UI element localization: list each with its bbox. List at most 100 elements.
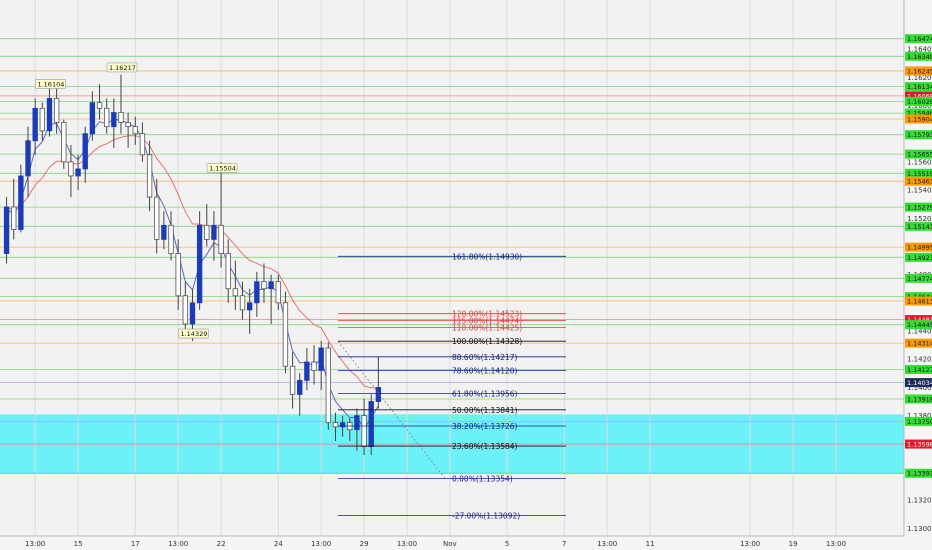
price-callout-box [106,62,138,73]
candle-body-up [268,281,274,290]
price-callout-label: 1.16104 [37,80,64,88]
level-badge: 1.15279 [905,202,932,212]
fib-level-label: -27.00%(1.13092) [452,511,520,520]
price-tick-label: 1.14000 [907,384,932,392]
level-badge-box [905,296,932,306]
level-badge-box [905,130,932,140]
level-badge: 1.16245 [905,66,932,76]
level-badge-label: 1.15463 [907,178,932,186]
level-badge-box [905,365,932,375]
candle [111,98,117,148]
candle-body-down [11,206,17,230]
fib-level-label: 61.80%(1.13956) [452,390,518,399]
candle [297,373,303,416]
candle-body-down [232,288,239,297]
level-badge-label: 1.13759 [907,418,932,426]
candle-body-down [68,161,74,177]
level-badge-label: 1.15946 [907,110,932,118]
candle [132,116,138,145]
level-badge: 1.16349 [905,51,932,61]
level-badge-label: 1.15655 [907,151,932,159]
time-tick-label: 13:00 [397,540,417,548]
candle [239,281,246,320]
fib-level-label: 161.80%(1.14930) [452,252,522,261]
candle-body-up [211,224,217,240]
level-badge-box [905,320,932,330]
candle [204,204,210,247]
level-badge-label: 1.14445 [907,321,932,329]
candle-body-up [196,224,203,304]
level-badge-label: 1.16474 [907,35,932,43]
fib-trend-line [337,340,446,479]
candle-body-down [39,107,45,132]
candle [182,281,189,339]
fib-level-label: 120.00%(1.14523) [452,310,522,319]
time-tick-label: 11 [646,540,655,548]
candle-body-up [32,107,38,142]
level-badge: 1.16068 [905,91,932,101]
time-tick-label: 15 [74,540,83,548]
candle [254,271,260,317]
time-tick-label: 13:00 [740,540,760,548]
time-tick-label: 13:00 [597,540,617,548]
candle [161,211,167,250]
candle-body-down [104,107,110,128]
level-badge-label: 1.14314 [907,340,932,348]
candle [96,84,103,120]
level-badge: 1.16029 [905,96,932,106]
candle-body-down [61,122,67,163]
candle [246,288,253,334]
level-badge: 1.15793 [905,130,932,140]
candle [211,211,217,261]
candle-body-down [311,361,317,371]
fib-level-label: 88.60%(1.14217) [452,353,518,362]
level-badge: 1.13391 [905,468,932,478]
candle-body-up [89,102,96,135]
candle [39,102,45,141]
level-badge: 1.15463 [905,176,932,186]
candle-body-up [46,98,53,132]
level-badge: 1.14774 [905,273,932,283]
level-badge: 1.15904 [905,114,932,124]
candle [268,274,274,324]
candle [11,178,17,240]
level-badge-box [905,96,932,106]
candle-body-down [282,302,289,367]
price-tick-label: 1.15200 [907,215,932,223]
candle [146,140,153,212]
candle [68,144,74,198]
time-tick-label: Nov [443,540,457,548]
candle [311,345,317,385]
candle-body-down [154,196,160,240]
level-badge: 1.14995 [905,242,932,252]
candle-body-down [139,133,146,156]
level-badge-box [905,34,932,44]
level-badge: 1.15655 [905,149,932,159]
level-badge-label: 1.13918 [907,395,932,403]
level-badge-box [905,82,932,92]
candle [154,178,160,254]
candle-body-down [118,112,124,123]
candle [275,274,281,310]
candle [139,122,146,162]
level-badge: 1.14127 [905,365,932,375]
candle-body-up [246,302,253,311]
level-badge-label: 1.14923 [907,254,932,262]
level-badge-box [905,394,932,404]
fib-level-label: 78.60%(1.14120) [452,366,518,375]
time-tick-label: 5 [505,540,509,548]
candle-body-up [375,387,382,402]
level-badge-box [905,168,932,178]
candle [168,211,174,261]
level-badge: 1.16474 [905,34,932,44]
level-badge: 1.14314 [905,338,932,348]
level-badge-label: 1.16029 [907,98,932,106]
price-callout-box [35,79,66,89]
candle-body-down [225,253,231,290]
candle-body-down [204,224,210,240]
price-tick-label: 1.13800 [907,412,932,420]
candle-body-up [318,347,324,371]
price-tick-label: 1.14200 [907,356,932,364]
